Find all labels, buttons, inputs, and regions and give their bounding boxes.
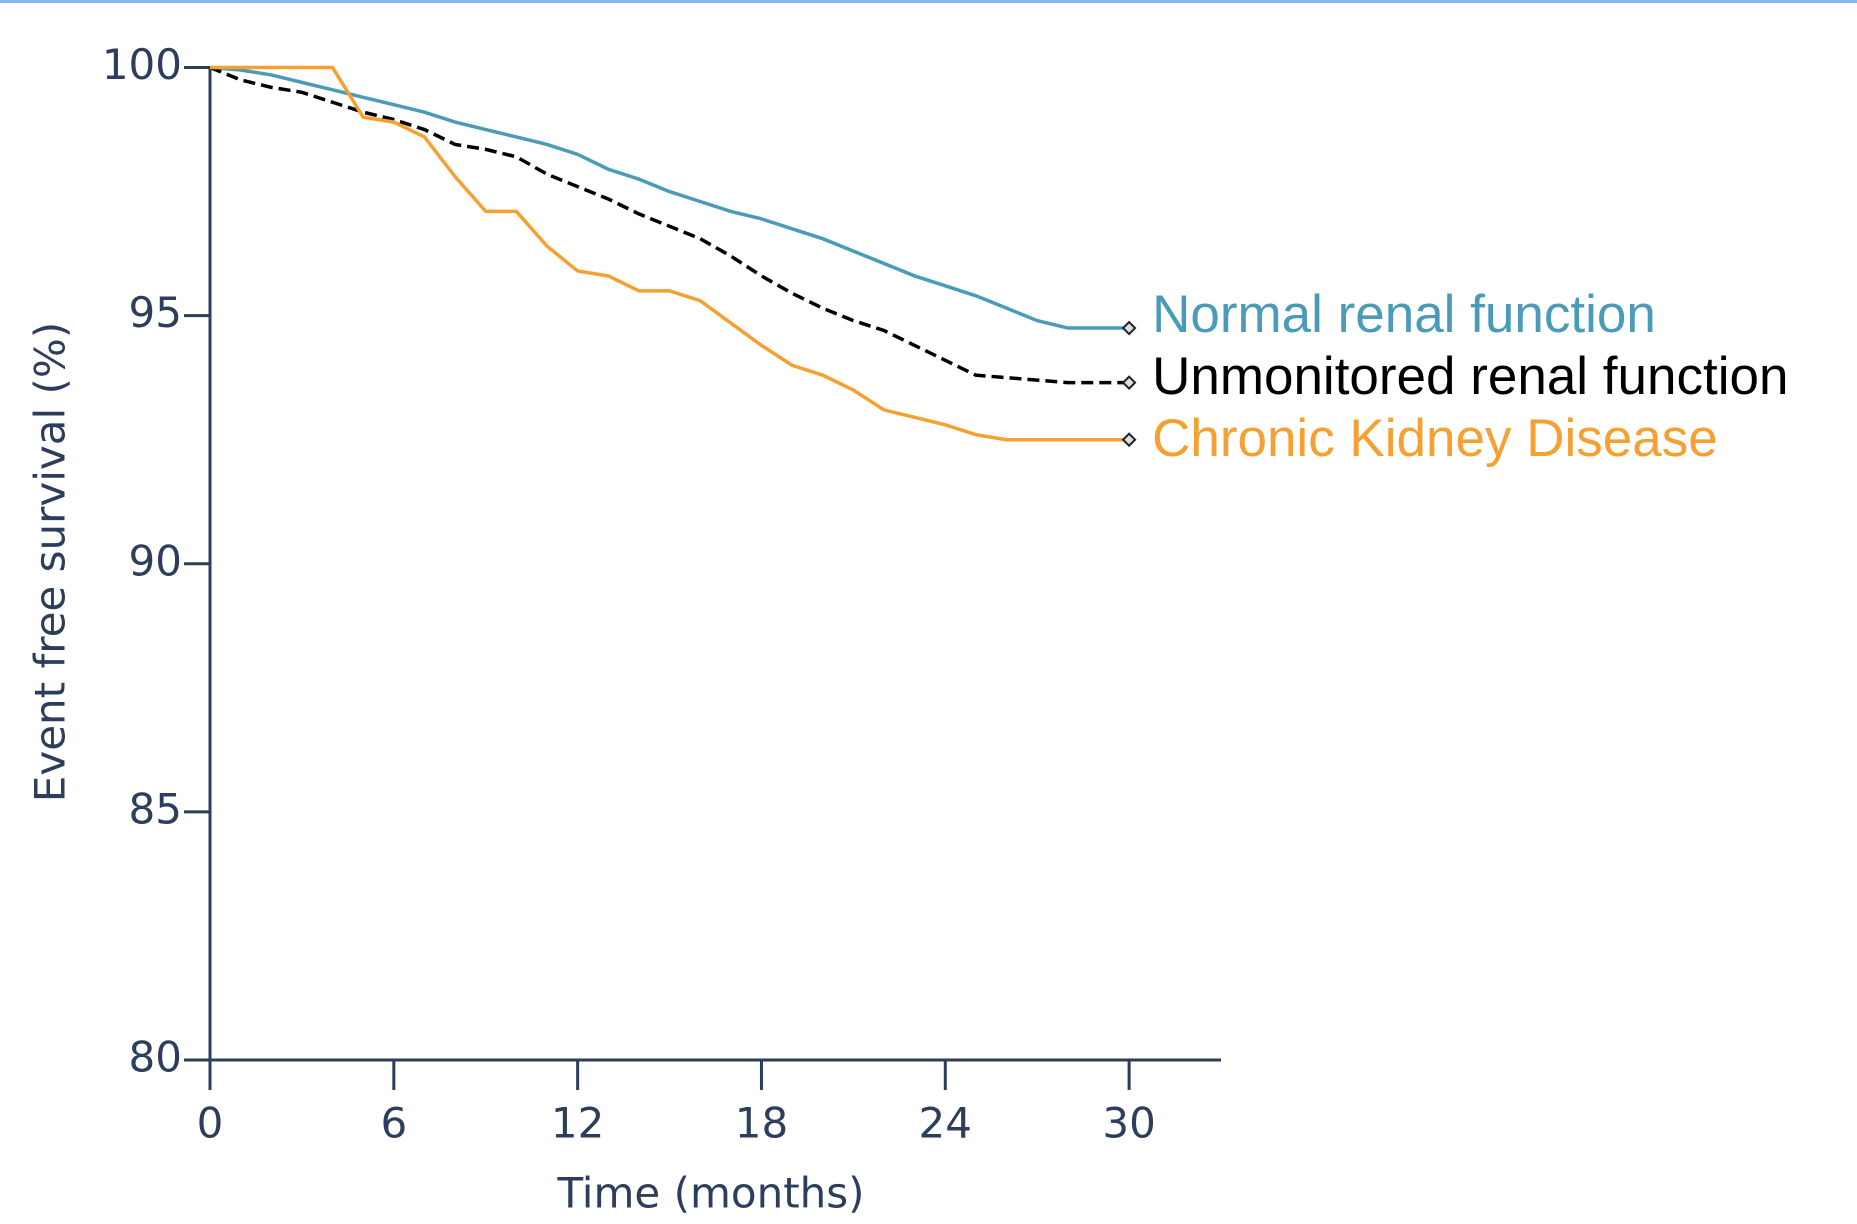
x-tick-label: 30	[1102, 1099, 1155, 1148]
x-tick-label: 0	[197, 1099, 224, 1148]
censor-marker	[1121, 320, 1137, 336]
legend-label: Chronic Kidney Disease	[1152, 409, 1718, 468]
y-tick-label: 100	[102, 40, 182, 89]
x-tick-label: 12	[551, 1099, 604, 1148]
y-tick-label: 80	[129, 1033, 182, 1082]
series-line	[209, 65, 1130, 330]
y-tick-label: 95	[129, 288, 182, 337]
legend-label: Normal renal function	[1152, 285, 1656, 344]
top-border	[0, 0, 1857, 3]
x-axis-label: Time (months)	[556, 1169, 864, 1218]
y-tick-label: 90	[129, 536, 182, 585]
y-axis-label: Event free survival (%)	[26, 322, 75, 802]
censor-marker	[1121, 375, 1137, 391]
y-tick-label: 85	[129, 784, 182, 833]
x-tick-label: 6	[380, 1099, 407, 1148]
x-tick-label: 18	[735, 1099, 788, 1148]
x-tick-label: 24	[919, 1099, 972, 1148]
series-line	[209, 65, 1130, 385]
censor-marker	[1121, 432, 1137, 448]
series-line	[210, 65, 1130, 442]
legend-label: Unmonitored renal function	[1152, 347, 1788, 406]
